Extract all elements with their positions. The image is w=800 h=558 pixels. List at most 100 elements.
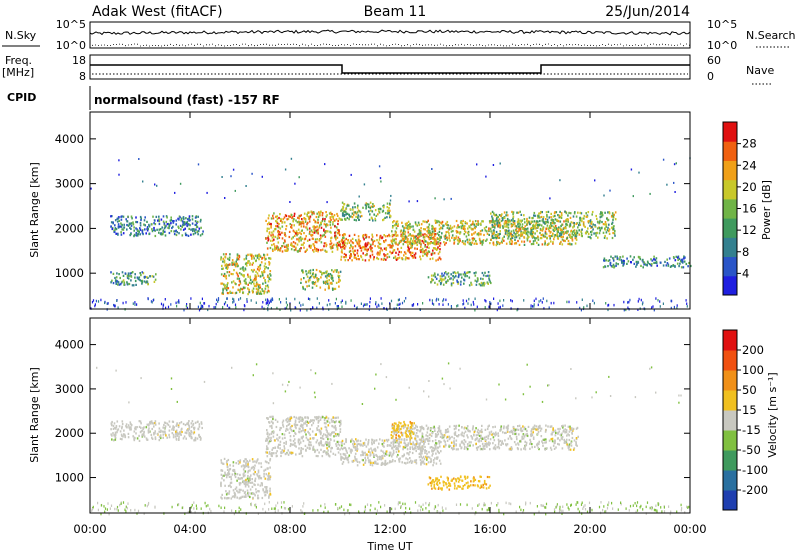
- echo-cell: [647, 261, 649, 263]
- echo-cell: [118, 273, 120, 275]
- echo-cell: [247, 463, 249, 465]
- echo-cell: [469, 271, 471, 273]
- echo-cell: [300, 282, 302, 284]
- ground-scatter-cell: [467, 302, 468, 305]
- echo-cell: [336, 445, 338, 447]
- echo-cell: [293, 444, 295, 446]
- echo-cell: [186, 221, 188, 223]
- echo-cell: [605, 226, 607, 228]
- echo-cell: [168, 434, 170, 436]
- echo-cell: [410, 247, 412, 249]
- echo-cell: [482, 229, 484, 231]
- echo-cell: [223, 479, 225, 481]
- echo-cell: [286, 225, 288, 227]
- echo-cell: [237, 473, 239, 475]
- echo-cell: [534, 212, 536, 214]
- echo-cell: [537, 224, 539, 226]
- echo-cell: [472, 239, 474, 241]
- echo-cell: [232, 263, 234, 265]
- ground-scatter-cell: [608, 304, 609, 307]
- echo-cell: [544, 240, 546, 242]
- echo-cell: [612, 237, 614, 239]
- echo-cell: [368, 248, 370, 250]
- echo-cell: [258, 258, 260, 260]
- echo-cell: [291, 245, 293, 247]
- echo-cell: [344, 242, 346, 244]
- echo-cell: [227, 292, 229, 294]
- echo-cell: [188, 425, 190, 427]
- echo-cell: [363, 238, 365, 240]
- echo-cell: [290, 426, 292, 428]
- echo-cell: [285, 453, 287, 455]
- echo-cell: [158, 232, 160, 234]
- echo-cell: [368, 204, 370, 206]
- echo-cell: [377, 463, 379, 465]
- echo-cell: [176, 439, 178, 441]
- echo-cell: [679, 263, 681, 265]
- echo-cell: [258, 275, 260, 277]
- echo-cell: [119, 425, 121, 427]
- echo-cell: [562, 231, 564, 233]
- echo-cell: [539, 232, 541, 234]
- echo-cell: [447, 227, 449, 229]
- sparse-echo-cell: [198, 163, 199, 165]
- echo-cell: [440, 242, 442, 244]
- echo-cell: [269, 273, 271, 275]
- echo-cell: [237, 265, 239, 267]
- echo-cell: [646, 264, 648, 266]
- echo-cell: [438, 440, 440, 442]
- ground-scatter-cell: [317, 297, 318, 300]
- echo-cell: [669, 257, 671, 259]
- echo-cell: [333, 271, 335, 273]
- sparse-echo-cell: [594, 179, 595, 181]
- echo-cell: [390, 442, 392, 444]
- echo-cell: [265, 285, 267, 287]
- echo-cell: [327, 449, 329, 451]
- echo-cell: [400, 231, 402, 233]
- echo-cell: [339, 444, 341, 446]
- echo-cell: [404, 251, 406, 253]
- echo-cell: [450, 225, 452, 227]
- ground-scatter-cell: [576, 301, 577, 304]
- echo-cell: [430, 242, 432, 244]
- y-tick-label: 3000: [55, 177, 84, 191]
- echo-cell: [270, 439, 272, 441]
- echo-cell: [281, 232, 283, 234]
- ground-scatter-cell: [134, 303, 135, 306]
- echo-cell: [493, 229, 495, 231]
- sparse-echo-cell: [500, 163, 501, 165]
- echo-cell: [387, 235, 389, 237]
- echo-cell: [517, 232, 519, 234]
- echo-cell: [181, 218, 183, 220]
- echo-cell: [677, 259, 679, 261]
- sparse-echo-cell: [294, 183, 295, 185]
- echo-cell: [438, 243, 440, 245]
- echo-cell: [321, 227, 323, 229]
- sparse-echo-cell: [324, 163, 325, 165]
- echo-cell: [448, 276, 450, 278]
- sparse-echo-cell: [443, 198, 444, 200]
- echo-cell: [239, 278, 241, 280]
- echo-cell: [622, 256, 624, 258]
- ground-scatter-cell: [176, 305, 177, 308]
- echo-cell: [528, 221, 530, 223]
- echo-cell: [442, 227, 444, 229]
- echo-cell: [200, 220, 202, 222]
- sparse-echo-cell: [221, 176, 222, 178]
- ground-scatter-cell: [134, 301, 135, 304]
- colorbar-tick-label: 4: [742, 266, 749, 280]
- echo-cell: [249, 291, 251, 293]
- echo-cell: [447, 280, 449, 282]
- ground-scatter-cell: [114, 305, 115, 308]
- echo-cell: [327, 230, 329, 232]
- echo-cell: [220, 485, 222, 487]
- echo-cell: [267, 418, 269, 420]
- echo-cell: [543, 216, 545, 218]
- echo-cell: [336, 226, 338, 228]
- echo-cell: [615, 265, 617, 267]
- echo-cell: [532, 217, 534, 219]
- echo-cell: [378, 443, 380, 445]
- sparse-echo-cell: [434, 197, 435, 199]
- echo-cell: [433, 275, 435, 277]
- echo-cell: [177, 226, 179, 228]
